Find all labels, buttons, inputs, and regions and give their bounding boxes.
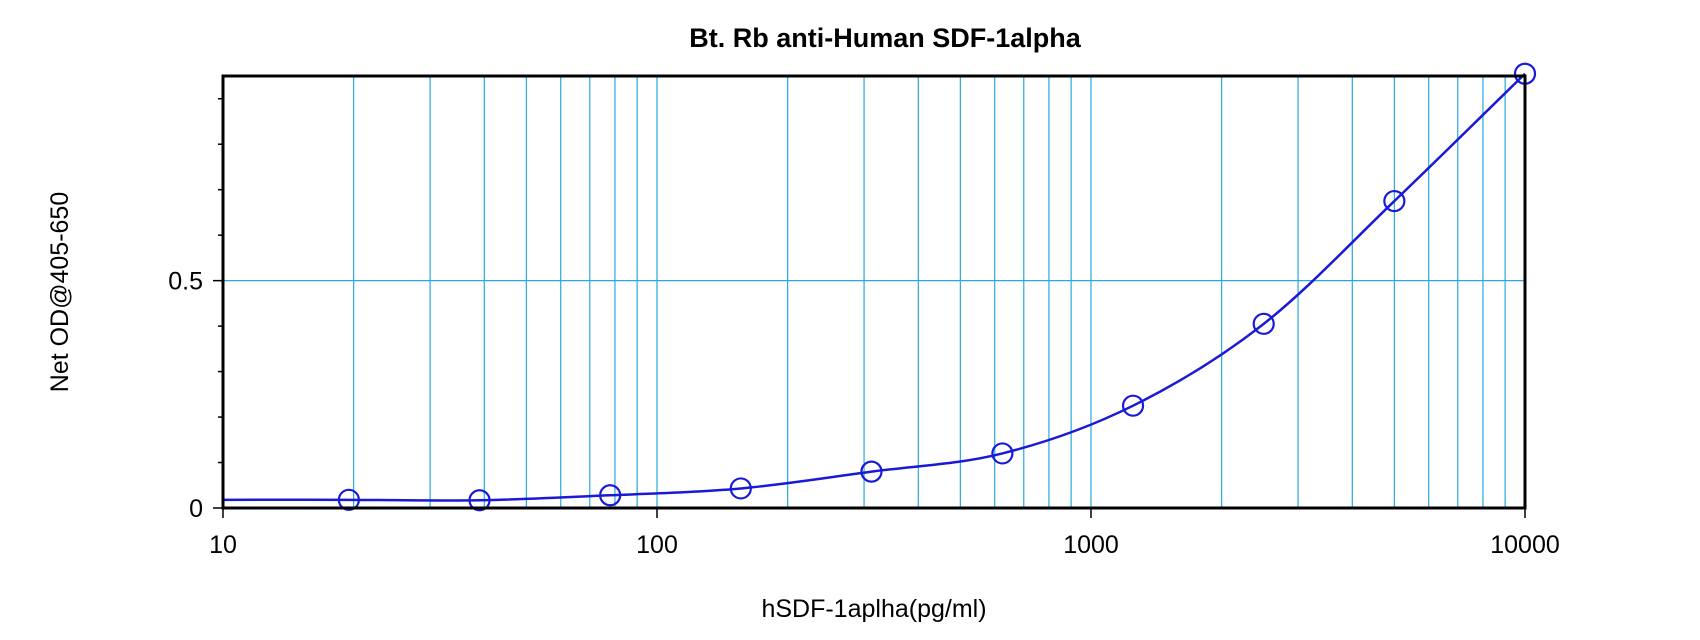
- data-point: [1383, 189, 1406, 213]
- data-point: [337, 488, 360, 511]
- data-point: [1252, 312, 1275, 335]
- x-axis-label: hSDF-1aplha(pg/ml): [761, 595, 986, 623]
- y-tick-label: 0: [189, 495, 203, 523]
- data-point: [729, 477, 752, 500]
- data-point: [860, 460, 883, 483]
- tick-labels-layer: 10 100 1000 10000 0 0.5: [168, 268, 1560, 559]
- y-tick-label: 0.5: [168, 268, 203, 296]
- ticks-layer: [213, 97, 1526, 518]
- x-tick-label: 1000: [1063, 531, 1119, 559]
- x-tick-label: 10000: [1490, 531, 1560, 559]
- data-point: [599, 484, 622, 507]
- x-tick-label: 100: [636, 531, 678, 559]
- grid-layer: [223, 76, 1525, 508]
- fit-curve: [222, 72, 1526, 502]
- chart-title: Bt. Rb anti-Human SDF-1alpha: [689, 23, 1081, 53]
- y-axis-label: Net OD@405-650: [46, 192, 74, 392]
- curve-layer: [222, 72, 1526, 502]
- plot-frame: [221, 74, 1527, 510]
- points-layer: [337, 62, 1537, 512]
- data-point: [991, 442, 1014, 465]
- x-tick-label: 10: [209, 531, 237, 559]
- data-point: [1121, 394, 1145, 417]
- data-point: [468, 489, 491, 512]
